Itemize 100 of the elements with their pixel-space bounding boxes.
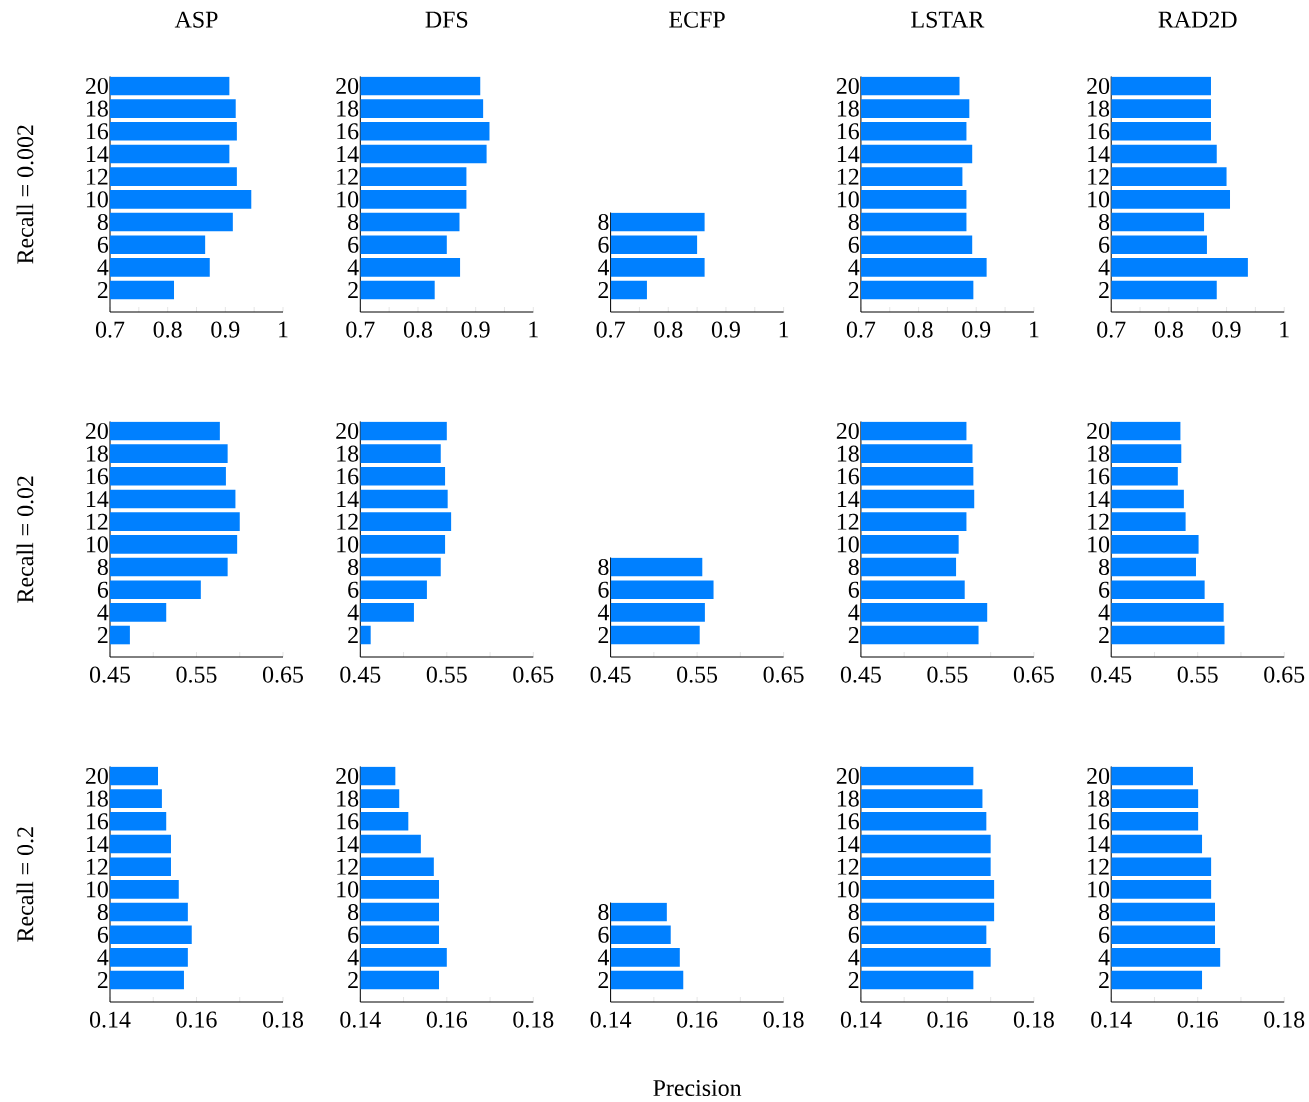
x-tick-label: 0.65: [513, 666, 554, 683]
chart-title: RAD2D: [1158, 11, 1237, 28]
y-tick-label: 14: [837, 836, 860, 852]
x-tick-label: 0.8: [153, 321, 182, 338]
y-tick-label: 8: [97, 903, 108, 921]
x-tick-label: 0.16: [927, 1011, 968, 1028]
x-tick-label: 0.9: [461, 321, 490, 338]
y-tick-label: 2: [1099, 282, 1109, 298]
chart-title: ECFP: [669, 11, 725, 28]
y-tick-label: 20: [336, 77, 359, 95]
x-tick-label: 0.16: [677, 1011, 718, 1028]
y-tick-label: 12: [837, 513, 859, 530]
x-tick-label: 0.8: [403, 321, 433, 338]
x-tick-label: 0.16: [176, 1011, 217, 1028]
y-tick-label: 14: [86, 836, 109, 852]
x-tick-label: 1: [529, 321, 538, 338]
y-tick-label: 16: [1088, 468, 1110, 485]
y-tick-label: 20: [336, 767, 359, 785]
y-tick-label: 4: [1098, 604, 1110, 621]
y-tick-label: 8: [97, 558, 108, 576]
x-tick-label: 1: [279, 321, 288, 338]
x-tick-label: 0.16: [426, 1011, 467, 1028]
y-tick-label: 2: [598, 972, 609, 988]
y-tick-label: 8: [848, 213, 859, 231]
y-tick-label: 4: [347, 604, 359, 621]
y-tick-label: 10: [837, 881, 859, 898]
y-tick-label: 6: [97, 926, 109, 943]
y-tick-label: 16: [337, 813, 359, 830]
y-tick-label: 8: [97, 213, 108, 231]
y-tick-label: 2: [1099, 627, 1109, 643]
y-tick-label: 10: [1088, 536, 1110, 553]
y-tick-label: 2: [348, 627, 358, 643]
y-tick-label: 6: [1099, 926, 1110, 943]
y-tick-label: 14: [86, 491, 109, 507]
y-tick-label: 8: [1098, 903, 1110, 921]
x-tick-label: 0.9: [211, 321, 240, 338]
y-tick-label: 6: [1099, 236, 1110, 253]
y-tick-label: 20: [836, 767, 859, 785]
y-tick-label: 18: [1088, 790, 1110, 807]
y-tick-label: 6: [598, 236, 609, 253]
y-tick-label: 16: [337, 468, 359, 485]
x-tick-label: 0.18: [1013, 1011, 1054, 1028]
y-tick-label: 10: [1088, 881, 1110, 898]
y-tick-label: 10: [837, 191, 859, 208]
x-tick-label: 0.9: [711, 321, 740, 338]
x-tick-label: 0.7: [346, 321, 375, 338]
x-tick-label: 0.18: [262, 1011, 304, 1028]
chart-title: ASP: [174, 11, 218, 28]
x-tick-label: 0.55: [927, 666, 968, 683]
y-tick-label: 18: [337, 100, 359, 117]
y-tick-label: 18: [86, 790, 108, 807]
x-tick-label: 0.45: [89, 666, 130, 683]
y-tick-label: 16: [337, 123, 359, 140]
y-tick-label: 14: [337, 491, 359, 507]
x-tick-label: 0.14: [590, 1011, 632, 1028]
y-tick-label: 14: [1088, 836, 1110, 852]
y-tick-label: 8: [348, 558, 359, 576]
y-tick-label: 10: [337, 536, 359, 553]
y-tick-label: 20: [85, 767, 108, 785]
y-tick-label: 14: [837, 146, 860, 162]
y-tick-label: 8: [598, 903, 609, 921]
y-tick-label: 18: [1088, 445, 1110, 462]
y-tick-label: 4: [848, 604, 860, 621]
y-tick-label: 18: [837, 445, 859, 462]
y-tick-label: 2: [348, 972, 358, 988]
x-tick-label: 0.65: [763, 666, 804, 683]
y-tick-label: 18: [86, 100, 108, 117]
y-tick-label: 16: [837, 468, 859, 485]
y-tick-label: 16: [86, 813, 109, 830]
y-tick-label: 10: [86, 191, 108, 208]
y-tick-label: 12: [337, 513, 358, 530]
y-tick-label: 6: [348, 581, 359, 598]
y-tick-label: 8: [1098, 213, 1110, 231]
y-tick-label: 2: [598, 282, 609, 298]
x-tick-label: 0.55: [176, 666, 217, 683]
x-tick-label: 0.65: [262, 666, 303, 683]
y-tick-label: 10: [86, 881, 108, 898]
y-tick-label: 20: [336, 422, 359, 440]
x-tick-label: 0.45: [590, 666, 631, 683]
y-tick-label: 2: [598, 627, 609, 643]
y-tick-label: 16: [837, 123, 859, 140]
y-tick-label: 12: [837, 858, 859, 875]
y-tick-label: 14: [337, 836, 359, 852]
y-tick-label: 2: [97, 972, 108, 988]
y-tick-label: 8: [348, 213, 359, 231]
y-tick-label: 2: [97, 282, 108, 298]
y-tick-label: 16: [1088, 123, 1110, 140]
y-tick-label: 20: [1087, 767, 1110, 785]
x-tick-label: 0.45: [1091, 666, 1132, 683]
y-tick-label: 18: [1088, 100, 1110, 117]
y-tick-label: 2: [848, 627, 859, 643]
y-tick-label: 14: [837, 491, 860, 507]
y-tick-label: 16: [86, 468, 109, 485]
y-tick-label: 18: [837, 790, 859, 807]
y-tick-label: 4: [1098, 949, 1110, 966]
y-tick-label: 2: [848, 972, 859, 988]
y-tick-label: 2: [348, 282, 358, 298]
x-tick-label: 0.14: [340, 1011, 381, 1028]
y-tick-label: 14: [1088, 491, 1110, 507]
y-tick-label: 4: [97, 949, 109, 966]
